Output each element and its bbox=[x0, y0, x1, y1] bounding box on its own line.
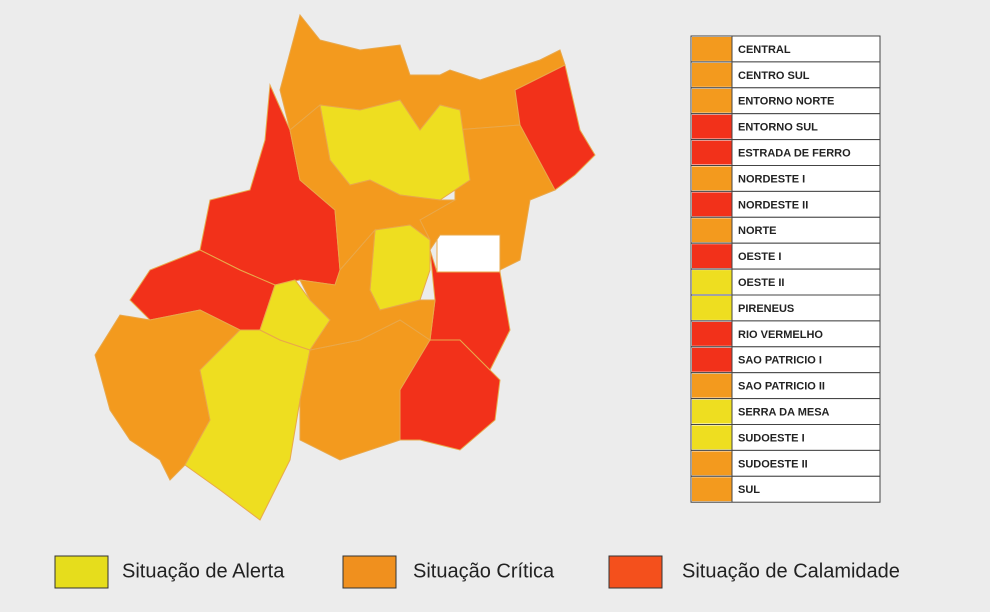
region-name: ESTRADA DE FERRO bbox=[738, 147, 851, 159]
row-swatch bbox=[692, 373, 732, 398]
row-swatch bbox=[692, 37, 732, 61]
state-map bbox=[94, 13, 596, 521]
legend: Situação de Alerta Situação Crítica Situaç… bbox=[54, 555, 900, 589]
region-name: CENTRO SUL bbox=[738, 70, 810, 82]
row-swatch bbox=[692, 477, 732, 502]
region-name: PIRENEUS bbox=[738, 303, 794, 315]
region-name: ENTORNO NORTE bbox=[738, 96, 834, 108]
row-swatch bbox=[692, 451, 732, 476]
legend-label: Situação de Alerta bbox=[122, 560, 285, 582]
row-swatch bbox=[692, 114, 732, 139]
region-shape bbox=[184, 329, 311, 521]
region-name: SUL bbox=[738, 484, 760, 496]
region-name: NORDESTE I bbox=[738, 173, 805, 185]
row-swatch bbox=[692, 192, 732, 217]
row-swatch bbox=[692, 321, 732, 346]
region-name: NORDESTE II bbox=[738, 199, 808, 211]
region-name: NORTE bbox=[738, 225, 777, 237]
region-shape bbox=[514, 64, 596, 191]
legend-swatch bbox=[342, 555, 397, 589]
region-shape bbox=[289, 104, 457, 272]
row-swatch bbox=[692, 88, 732, 113]
region-name: SAO PATRICIO II bbox=[738, 381, 825, 393]
region-name: SAO PATRICIO I bbox=[738, 355, 822, 367]
row-swatch bbox=[692, 296, 732, 320]
region-name: SERRA DA MESA bbox=[738, 406, 830, 418]
row-swatch bbox=[692, 347, 732, 372]
region-shape bbox=[299, 228, 436, 351]
row-swatch bbox=[692, 244, 732, 269]
legend-swatch bbox=[608, 555, 663, 589]
legend-swatch bbox=[54, 555, 109, 589]
row-swatch bbox=[692, 270, 732, 294]
row-swatch bbox=[692, 218, 732, 243]
region-table: CENTRAL CENTRO SUL ENTORNO NORTE ENTORNO SU… bbox=[690, 35, 881, 503]
region-name: SUDOESTE I bbox=[738, 432, 805, 444]
region-name: OESTE I bbox=[738, 251, 781, 263]
legend-label: Situação de Calamidade bbox=[682, 560, 900, 582]
row-swatch bbox=[692, 425, 732, 450]
region-name: RIO VERMELHO bbox=[738, 329, 823, 341]
region-name: ENTORNO SUL bbox=[738, 122, 818, 134]
region-shape bbox=[369, 224, 431, 311]
legend-label: Situação Crítica bbox=[413, 560, 555, 582]
region-name: OESTE II bbox=[738, 277, 784, 289]
row-swatch bbox=[692, 399, 732, 424]
region-shape bbox=[436, 234, 501, 273]
row-swatch bbox=[692, 166, 732, 191]
row-swatch bbox=[692, 140, 732, 165]
row-swatch bbox=[692, 62, 732, 87]
region-name: CENTRAL bbox=[738, 44, 791, 56]
region-name: SUDOESTE II bbox=[738, 458, 808, 470]
